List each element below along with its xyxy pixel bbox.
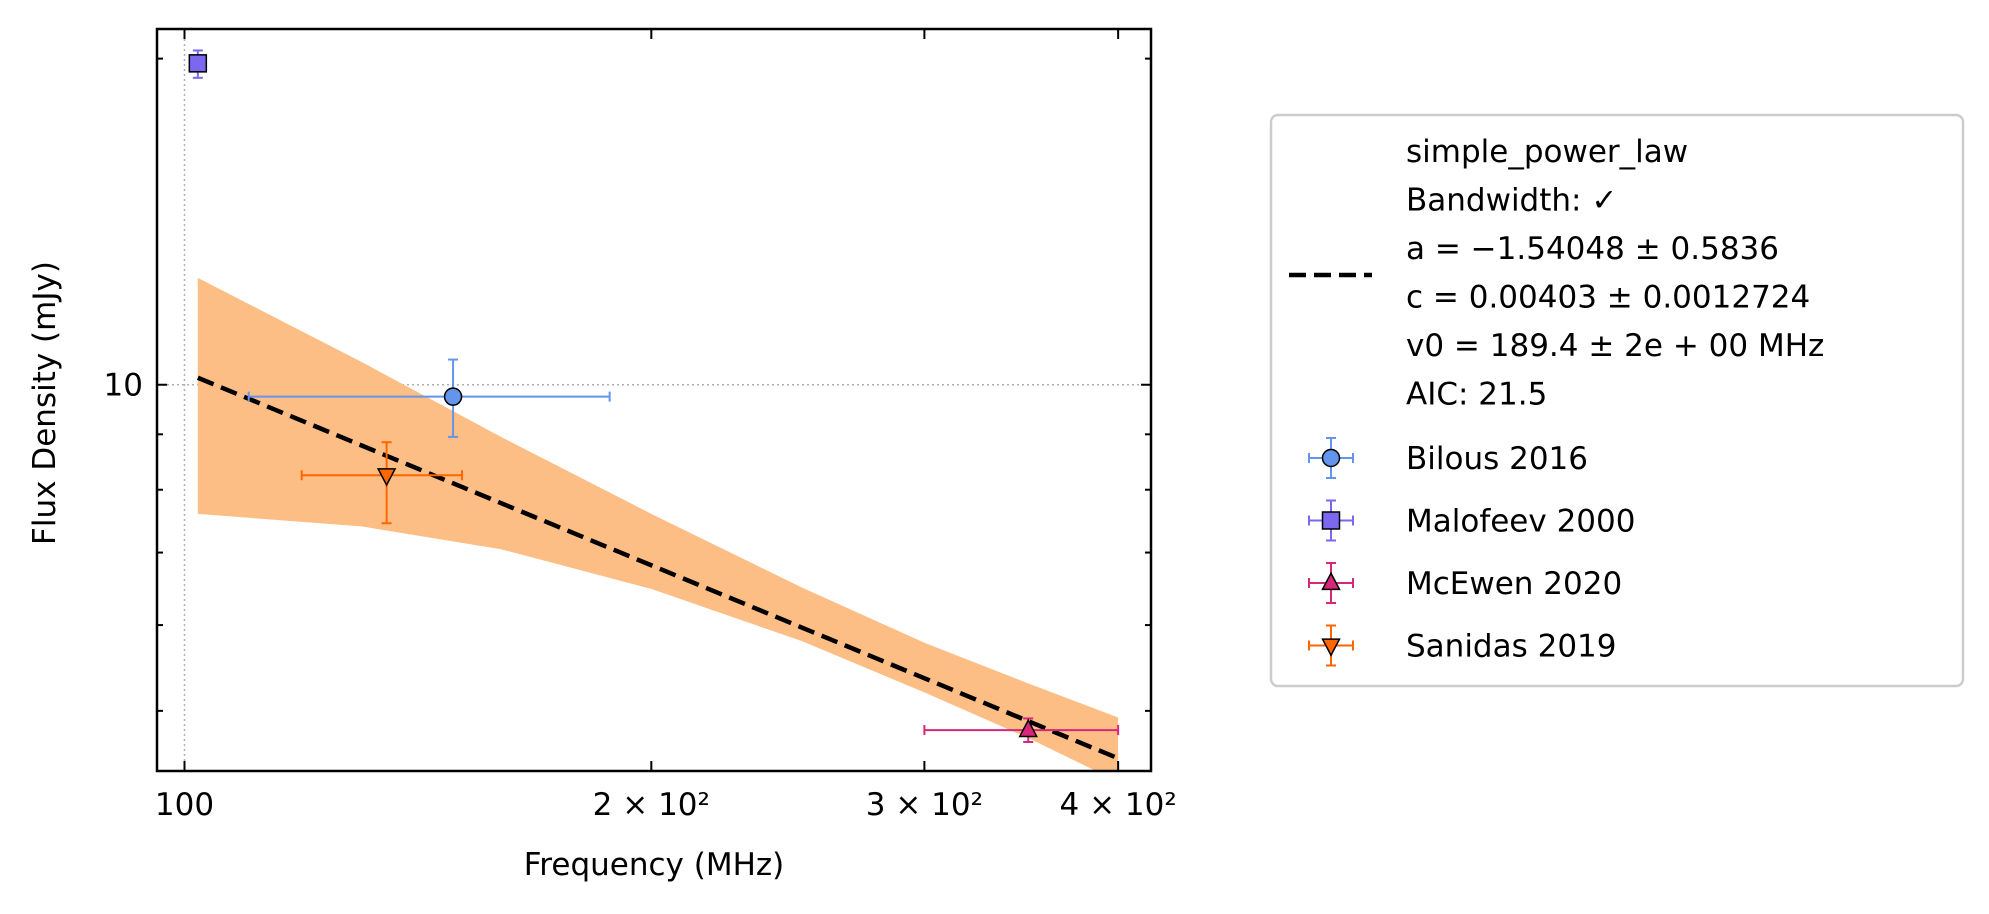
x-tick-label-1: 2 × 10² [593,787,710,823]
legend-swatch-2-marker [1321,571,1341,591]
plot-area [157,29,1151,771]
legend-label-1: Malofeev 2000 [1406,504,1635,540]
axes: 100 2 × 10² 3 × 10² 4 × 10² 10 [104,27,1177,823]
x-tick-label-0: 100 [155,787,214,823]
legend: simple_power_law Bandwidth: ✓ a = −1.54048… [1269,113,1965,688]
legend-swatch-0-marker [1321,448,1341,468]
series-0-point-0-marker [443,387,463,406]
plot-frame [155,27,1153,773]
legend-label-3: Sanidas 2019 [1406,629,1617,665]
legend-fit-line-5: AIC: 21.5 [1406,377,1547,413]
series-1-point-0-marker [188,54,208,73]
legend-fit-line-2: a = −1.54048 ± 0.5836 [1406,231,1779,267]
legend-swatch-3-marker [1321,638,1341,657]
legend-entry-1: Malofeev 2000 [1308,499,1635,542]
legend-entry-3: Sanidas 2019 [1308,624,1617,667]
legend-fit-line-4: v0 = 189.4 ± 2e + 00 MHz [1406,328,1824,364]
series-3 [300,441,464,525]
x-tick-label-2: 3 × 10² [866,787,983,823]
y-axis-label: Flux Density (mJy) [27,261,63,545]
legend-fit-line-0: simple_power_law [1406,134,1688,170]
legend-swatch-1-marker [1321,511,1341,530]
x-tick-label-3: 4 × 10² [1060,787,1177,823]
legend-box [1269,113,1965,688]
plot-content [157,29,1151,771]
legend-label-2: McEwen 2020 [1406,566,1622,602]
legend-fit-line-1: Bandwidth: ✓ [1406,183,1617,219]
series-1 [188,49,208,79]
legend-label-0: Bilous 2016 [1406,441,1588,477]
series-3-point-0-marker [376,468,397,487]
fit-line [196,375,1120,761]
series-0 [247,358,611,438]
fit-confidence-band [197,277,1119,771]
x-axis-label: Frequency (MHz) [524,847,785,883]
series-2-point-0-marker [1018,718,1038,738]
series-2 [923,717,1120,743]
legend-fit-line-3: c = 0.00403 ± 0.0012724 [1406,280,1810,316]
y-tick-label-0: 10 [104,368,143,404]
legend-entry-0: Bilous 2016 [1308,437,1588,479]
legend-entry-2: McEwen 2020 [1308,562,1622,604]
